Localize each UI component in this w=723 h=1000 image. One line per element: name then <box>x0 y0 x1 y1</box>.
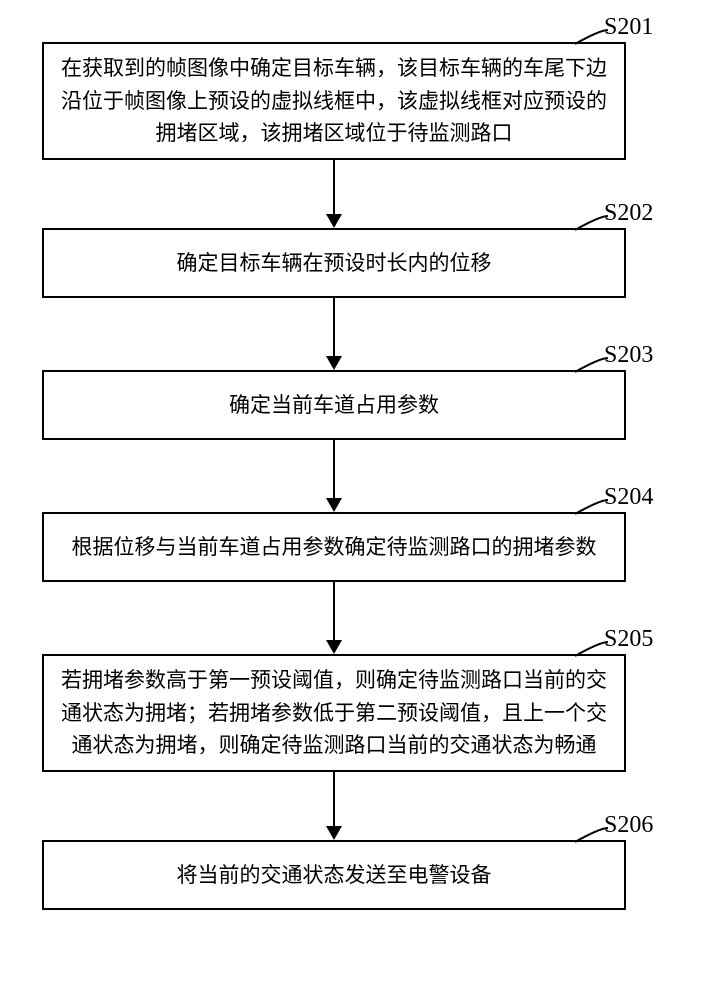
connector-line-3 <box>333 440 335 498</box>
connector-line-4 <box>333 582 335 640</box>
connector-arrowhead-4 <box>326 640 342 654</box>
step-label-s204: S204 <box>604 484 653 511</box>
step-box-s202: 确定目标车辆在预设时长内的位移 <box>42 228 626 298</box>
connector-arrowhead-5 <box>326 826 342 840</box>
step-label-s201: S201 <box>604 14 653 41</box>
step-text: 若拥堵参数高于第一预设阈值，则确定待监测路口当前的交通状态为拥堵；若拥堵参数低于… <box>58 664 610 762</box>
step-box-s203: 确定当前车道占用参数 <box>42 370 626 440</box>
connector-arrowhead-1 <box>326 214 342 228</box>
connector-arrowhead-3 <box>326 498 342 512</box>
connector-arrowhead-2 <box>326 356 342 370</box>
connector-line-5 <box>333 772 335 826</box>
step-box-s204: 根据位移与当前车道占用参数确定待监测路口的拥堵参数 <box>42 512 626 582</box>
step-text: 确定目标车辆在预设时长内的位移 <box>177 247 492 280</box>
step-label-s203: S203 <box>604 342 653 369</box>
step-box-s201: 在获取到的帧图像中确定目标车辆，该目标车辆的车尾下边沿位于帧图像上预设的虚拟线框… <box>42 42 626 160</box>
step-label-s202: S202 <box>604 200 653 227</box>
step-label-s205: S205 <box>604 626 653 653</box>
connector-line-1 <box>333 160 335 214</box>
flowchart-canvas: 在获取到的帧图像中确定目标车辆，该目标车辆的车尾下边沿位于帧图像上预设的虚拟线框… <box>0 0 723 1000</box>
step-text: 根据位移与当前车道占用参数确定待监测路口的拥堵参数 <box>72 531 597 564</box>
connector-line-2 <box>333 298 335 356</box>
step-text: 在获取到的帧图像中确定目标车辆，该目标车辆的车尾下边沿位于帧图像上预设的虚拟线框… <box>58 52 610 150</box>
step-box-s205: 若拥堵参数高于第一预设阈值，则确定待监测路口当前的交通状态为拥堵；若拥堵参数低于… <box>42 654 626 772</box>
step-box-s206: 将当前的交通状态发送至电警设备 <box>42 840 626 910</box>
step-text: 确定当前车道占用参数 <box>229 389 439 422</box>
step-text: 将当前的交通状态发送至电警设备 <box>177 859 492 892</box>
step-label-s206: S206 <box>604 812 653 839</box>
